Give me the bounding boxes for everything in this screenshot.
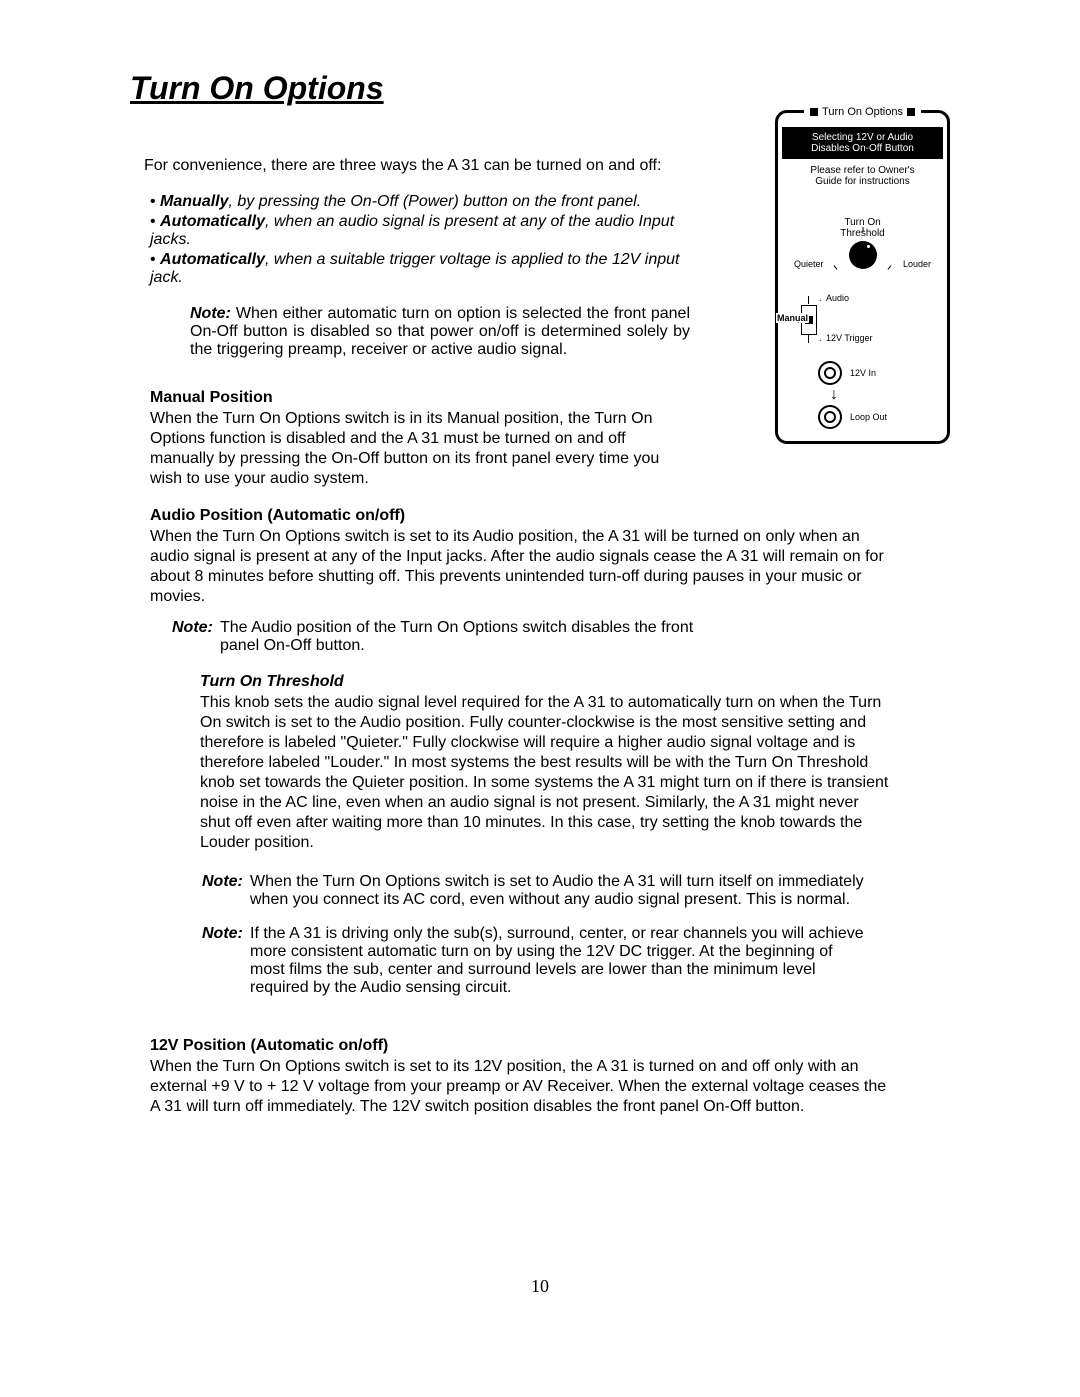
page: Turn On Options For convenience, there a…: [0, 0, 1080, 1397]
note-label: Note:: [190, 305, 231, 322]
audio-section: Audio Position (Automatic on/off) When t…: [150, 507, 890, 997]
louder-label: Louder: [903, 259, 931, 269]
bullet-strong: Automatically: [160, 251, 265, 268]
list-item: Automatically, when an audio signal is p…: [150, 213, 710, 249]
intro-text: For convenience, there are three ways th…: [144, 157, 704, 175]
note-text: The Audio position of the Turn On Option…: [220, 619, 693, 654]
manual-label: Manual: [776, 313, 809, 323]
audio-note-2: Note: When the Turn On Options switch is…: [250, 873, 870, 909]
audio-note-1: Note: The Audio position of the Turn On …: [220, 619, 720, 655]
page-number: 10: [0, 1276, 1080, 1297]
panel-sub-line: Please refer to Owner's: [788, 165, 937, 176]
section-body: When the Turn On Options switch is in it…: [150, 409, 680, 489]
audio-label: Audio: [826, 293, 849, 303]
list-item: Automatically, when a suitable trigger v…: [150, 251, 710, 287]
section-heading: 12V Position (Automatic on/off): [150, 1037, 890, 1055]
jack-label: 12V In: [850, 368, 876, 378]
bullet-strong: Automatically: [160, 213, 265, 230]
note-text: If the A 31 is driving only the sub(s), …: [250, 925, 864, 996]
threshold-knob-icon: [849, 241, 877, 269]
jack-label: Loop Out: [850, 412, 887, 422]
bullet-strong: Manually: [160, 193, 228, 210]
jack-icon: [818, 361, 842, 385]
page-title: Turn On Options: [130, 70, 950, 107]
jack-icon: [818, 405, 842, 429]
section-heading: Audio Position (Automatic on/off): [150, 507, 890, 525]
trigger-label: 12V Trigger: [826, 333, 873, 343]
note-label: Note:: [202, 873, 243, 891]
top-note: Note: When either automatic turn on opti…: [190, 305, 690, 359]
quieter-label: Quieter: [794, 259, 824, 269]
audio-note-3: Note: If the A 31 is driving only the su…: [250, 925, 870, 997]
section-body: When the Turn On Options switch is set t…: [150, 527, 890, 607]
jack-12v-in: 12V In: [818, 361, 947, 385]
switch-area: Manual · · · Audio 12V Trigger: [778, 293, 947, 349]
jack-loop-out: Loop Out: [818, 405, 947, 429]
panel-black-line: Selecting 12V or Audio: [788, 132, 937, 143]
note-text: When the Turn On Options switch is set t…: [250, 873, 864, 908]
section-heading: Manual Position: [150, 389, 680, 407]
section-body: When the Turn On Options switch is set t…: [150, 1057, 890, 1117]
turn-on-options-diagram: Turn On Options Selecting 12V or Audio D…: [775, 110, 950, 444]
panel-black-line: Disables On-Off Button: [788, 143, 937, 154]
panel-sub-line: Guide for instructions: [788, 176, 937, 187]
note-label: Note:: [172, 619, 213, 637]
list-item: Manually, by pressing the On-Off (Power)…: [150, 193, 710, 211]
note-text: When either automatic turn on option is …: [190, 305, 690, 358]
arrow-down-icon: ↓: [824, 387, 844, 403]
note-label: Note:: [202, 925, 243, 943]
section-body: This knob sets the audio signal level re…: [200, 693, 890, 853]
panel-warning: Selecting 12V or Audio Disables On-Off B…: [782, 127, 943, 159]
panel-title: Turn On Options: [804, 106, 921, 118]
panel-sub: Please refer to Owner's Guide for instru…: [778, 159, 947, 193]
sub-heading: Turn On Threshold: [200, 673, 890, 691]
v12-section: 12V Position (Automatic on/off) When the…: [150, 1037, 890, 1117]
threshold-section: Turn On Threshold This knob sets the aud…: [200, 673, 890, 997]
bullet-rest: , by pressing the On-Off (Power) button …: [229, 193, 642, 210]
bullet-list: Manually, by pressing the On-Off (Power)…: [150, 193, 710, 287]
knob-area: Turn On Threshold Quieter Louder: [778, 217, 947, 287]
manual-section: Manual Position When the Turn On Options…: [150, 389, 680, 489]
panel-title-wrap: Turn On Options: [778, 103, 947, 121]
